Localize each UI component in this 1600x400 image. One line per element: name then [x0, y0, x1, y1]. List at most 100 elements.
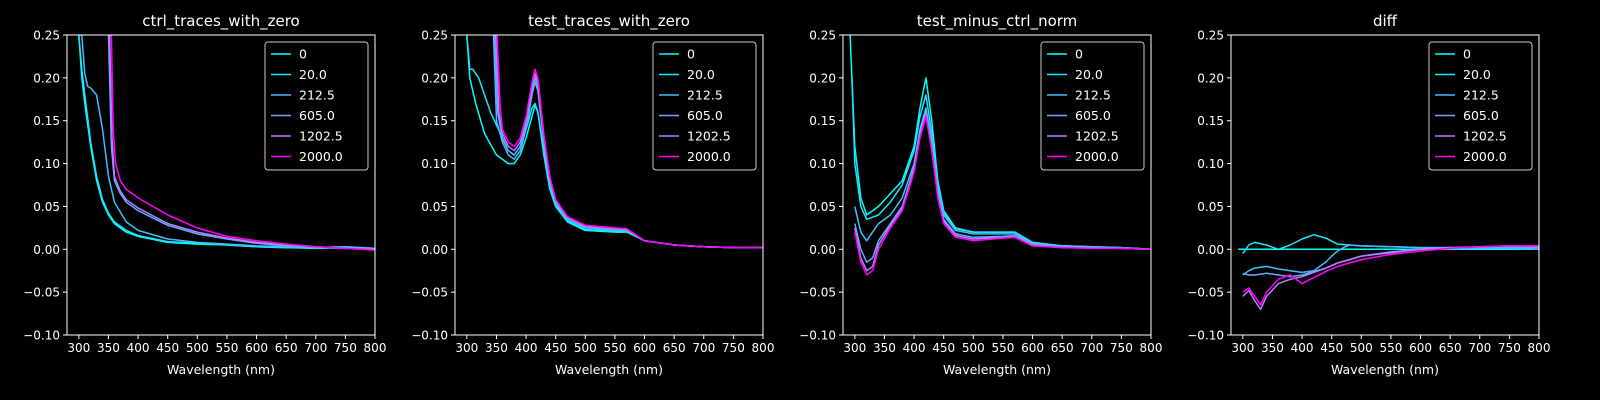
x-tick-label: 300	[1231, 341, 1254, 355]
y-tick-label: −0.05	[23, 286, 60, 300]
x-tick-label: 400	[127, 341, 150, 355]
x-tick-label: 400	[903, 341, 926, 355]
series-line-2000-0	[110, 35, 375, 251]
legend-label: 2000.0	[687, 149, 731, 164]
y-tick-label: −0.05	[411, 286, 448, 300]
y-tick-label: −0.10	[411, 329, 448, 343]
chart-title: ctrl_traces_with_zero	[142, 12, 299, 31]
x-axis-label: Wavelength (nm)	[167, 362, 275, 377]
x-tick-label: 650	[1051, 341, 1074, 355]
x-tick-label: 650	[275, 341, 298, 355]
legend-label: 0	[299, 47, 307, 62]
legend-label: 1202.5	[299, 129, 343, 144]
y-tick-label: 0.00	[809, 243, 836, 257]
x-tick-label: 800	[752, 341, 775, 355]
x-tick-label: 600	[245, 341, 268, 355]
x-tick-label: 500	[186, 341, 209, 355]
series-group	[78, 35, 375, 251]
x-tick-label: 700	[1080, 341, 1103, 355]
x-tick-label: 500	[1350, 341, 1373, 355]
series-line-2000-0	[496, 35, 763, 249]
y-tick-label: 0.15	[33, 114, 60, 128]
legend-label: 212.5	[1075, 88, 1111, 103]
y-tick-label: 0.20	[809, 71, 836, 85]
x-tick-label: 550	[215, 341, 238, 355]
legend-label: 20.0	[299, 67, 327, 82]
x-tick-label: 550	[603, 341, 626, 355]
legend-label: 212.5	[299, 88, 335, 103]
x-tick-label: 800	[364, 341, 387, 355]
x-tick-label: 650	[663, 341, 686, 355]
x-tick-label: 350	[873, 341, 896, 355]
x-tick-label: 500	[962, 341, 985, 355]
y-tick-label: 0.00	[33, 243, 60, 257]
x-tick-label: 450	[1320, 341, 1343, 355]
legend-label: 212.5	[687, 88, 723, 103]
x-tick-label: 700	[1468, 341, 1491, 355]
x-tick-label: 400	[515, 341, 538, 355]
y-tick-label: 0.05	[809, 200, 836, 214]
x-tick-label: 300	[843, 341, 866, 355]
y-tick-label: 0.25	[33, 29, 60, 43]
y-tick-label: 0.00	[421, 243, 448, 257]
y-tick-label: 0.10	[33, 157, 60, 171]
x-tick-label: 450	[156, 341, 179, 355]
x-tick-label: 600	[1409, 341, 1432, 355]
y-tick-label: −0.05	[1187, 286, 1224, 300]
y-tick-label: 0.15	[1197, 114, 1224, 128]
y-tick-label: 0.05	[33, 200, 60, 214]
x-tick-label: 400	[1291, 341, 1314, 355]
legend-label: 20.0	[1463, 67, 1491, 82]
x-tick-label: 550	[991, 341, 1014, 355]
series-group	[1238, 233, 1539, 311]
x-tick-label: 450	[932, 341, 955, 355]
x-axis-label: Wavelength (nm)	[555, 362, 663, 377]
x-tick-label: 750	[1498, 341, 1521, 355]
plot-frame	[454, 34, 764, 336]
x-tick-label: 700	[692, 341, 715, 355]
legend-label: 20.0	[687, 67, 715, 82]
x-tick-label: 550	[1379, 341, 1402, 355]
legend-label: 20.0	[1075, 67, 1103, 82]
y-tick-label: 0.25	[421, 29, 448, 43]
y-tick-label: −0.05	[799, 286, 836, 300]
y-tick-label: 0.00	[1197, 243, 1224, 257]
y-tick-label: 0.25	[809, 29, 836, 43]
x-tick-label: 600	[1021, 341, 1044, 355]
y-tick-label: 0.10	[421, 157, 448, 171]
x-tick-label: 350	[1261, 341, 1284, 355]
legend: 0 20.0 212.5 605.0 1202.5 2000.0	[652, 41, 757, 171]
legend-label: 0	[1075, 47, 1083, 62]
x-tick-label: 350	[485, 341, 508, 355]
series-line-20-0	[851, 77, 1151, 251]
x-tick-label: 750	[334, 341, 357, 355]
y-tick-label: 0.20	[421, 71, 448, 85]
x-tick-label: 300	[455, 341, 478, 355]
y-tick-label: 0.15	[421, 114, 448, 128]
y-tick-label: 0.15	[809, 114, 836, 128]
chart-panel-3: diff 300 350 400 450 500 550 600 650 700 750 800 Wav…	[1187, 12, 1550, 377]
chart-panel-0: ctrl_traces_with_zero 300 350 400 450 500 550 6…	[23, 12, 386, 377]
chart-title: diff	[1373, 12, 1398, 30]
y-tick-label: 0.05	[1197, 200, 1224, 214]
x-tick-label: 300	[67, 341, 90, 355]
legend-label: 1202.5	[687, 129, 731, 144]
legend-label: 605.0	[1463, 108, 1499, 123]
legend-label: 2000.0	[1463, 149, 1507, 164]
legend-label: 0	[687, 47, 695, 62]
chart-title: test_traces_with_zero	[528, 12, 690, 31]
x-tick-label: 800	[1140, 341, 1163, 355]
y-tick-label: 0.05	[421, 200, 448, 214]
series-line-2000-0	[1242, 245, 1539, 306]
x-axis-label: Wavelength (nm)	[943, 362, 1051, 377]
y-tick-label: −0.10	[799, 329, 836, 343]
y-tick-label: 0.10	[809, 157, 836, 171]
chart-title: test_minus_ctrl_norm	[917, 12, 1078, 31]
series-line-605-0	[107, 35, 375, 251]
series-group	[849, 35, 1151, 276]
legend-label: 0	[1463, 47, 1471, 62]
chart-panel-2: test_minus_ctrl_norm 300 350 400 450 500 550 60…	[799, 12, 1162, 377]
legend: 0 20.0 212.5 605.0 1202.5 2000.0	[264, 41, 369, 171]
legend: 0 20.0 212.5 605.0 1202.5 2000.0	[1428, 41, 1533, 171]
